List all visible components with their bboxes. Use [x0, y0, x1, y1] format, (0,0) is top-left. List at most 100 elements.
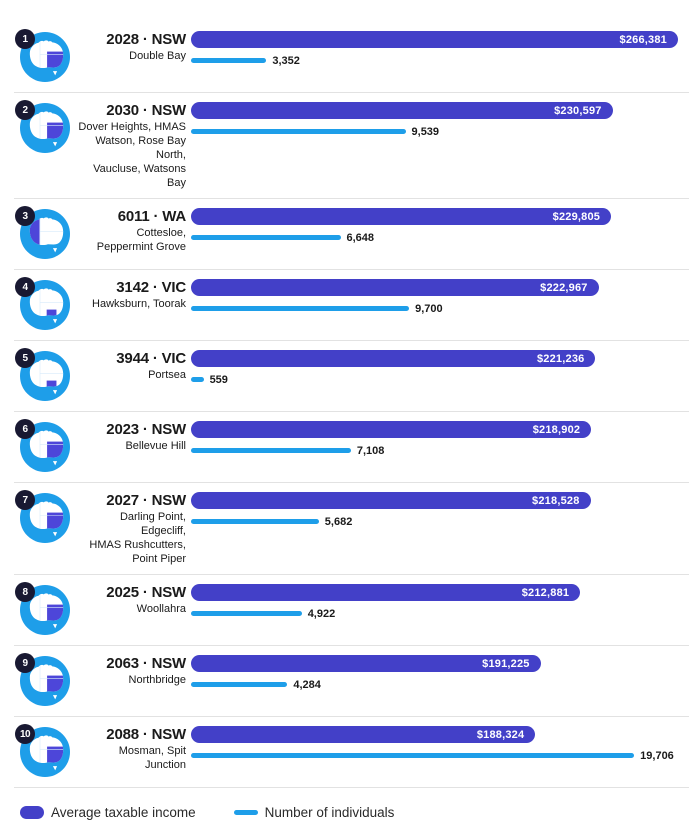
locality-line: Cottesloe,	[136, 227, 186, 239]
localities-label: Hawksburn, Toorak	[78, 297, 186, 311]
row-labels: 2028 · NSW Double Bay	[78, 30, 186, 63]
row-bars: $230,597 9,539	[191, 102, 678, 139]
individuals-bar	[191, 519, 319, 524]
postcode-label: 2088 · NSW	[106, 726, 186, 743]
localities-label: Darling Point, Edgecliff, HMAS Rushcutter…	[78, 510, 186, 566]
locality-line: Bellevue Hill	[125, 440, 186, 452]
rank-badge: 6	[15, 419, 35, 439]
locality-line: Point Piper	[132, 553, 186, 565]
row-bars: $221,236 559	[191, 350, 678, 387]
locality-line: Peppermint Grove	[96, 241, 186, 253]
income-bar: $188,324	[191, 726, 536, 743]
income-value-label: $230,597	[554, 104, 602, 117]
postcode-label: 2025 · NSW	[106, 584, 186, 601]
postcode-row: 7 2027 · NSW Darling Point, Edgecliff, HM…	[14, 483, 689, 575]
income-value-label: $218,902	[532, 423, 581, 436]
legend-individuals-label: Number of individuals	[264, 805, 395, 820]
row-labels: 2030 · NSW Dover Heights, HMAS Watson, Ro…	[78, 101, 186, 190]
locality-line: Vaucluse, Watsons Bay	[93, 163, 186, 189]
individuals-bar	[191, 448, 351, 453]
individuals-bar	[191, 306, 410, 311]
rank-number: 2	[22, 104, 28, 116]
individuals-value-label: 6,648	[346, 231, 375, 244]
individuals-value-label: 3,352	[272, 54, 300, 67]
postcode-row: 8 2025 · NSW Woollahra $212,881 4,922	[14, 575, 689, 646]
individuals-bar-row: 3,352	[191, 53, 678, 68]
rank-badge: 3	[15, 206, 35, 226]
locality-line: Portsea	[148, 369, 186, 381]
locality-line: Hawksburn, Toorak	[92, 298, 186, 310]
individuals-value-label: 4,284	[293, 678, 321, 691]
australia-map-icon: 9	[15, 653, 72, 708]
rank-number: 7	[22, 494, 28, 506]
row-labels: 3142 · VIC Hawksburn, Toorak	[78, 278, 186, 311]
locality-line: Darling Point, Edgecliff,	[119, 511, 186, 537]
income-bar: $266,381	[191, 31, 678, 48]
row-labels: 6011 · WA Cottesloe, Peppermint Grove	[78, 207, 186, 254]
income-value-label: $229,805	[552, 210, 601, 223]
australia-map-icon: 8	[15, 582, 72, 637]
australia-map-icon: 4	[15, 277, 72, 332]
rank-badge: 1	[15, 29, 35, 49]
postcode-label: 2023 · NSW	[106, 421, 186, 438]
australia-map-icon: 6	[15, 419, 72, 474]
postcode-row: 9 2063 · NSW Northbridge $191,225 4,284	[14, 646, 689, 717]
individuals-value-label: 5,682	[324, 515, 353, 528]
australia-map-icon: 5	[15, 348, 72, 403]
postcode-row: 1 2028 · NSW Double Bay $266,381 3,352	[14, 22, 689, 93]
rank-badge: 2	[15, 100, 35, 120]
locality-line: Mosman, Spit Junction	[118, 745, 186, 771]
localities-label: Dover Heights, HMAS Watson, Rose Bay Nort…	[78, 120, 186, 190]
rank-badge: 9	[15, 653, 35, 673]
legend-item-income: Average taxable income	[20, 805, 196, 820]
localities-label: Northbridge	[78, 673, 186, 687]
row-labels: 2088 · NSW Mosman, Spit Junction	[78, 725, 186, 772]
locality-line: Northbridge	[128, 674, 186, 686]
individuals-value-label: 559	[209, 373, 228, 386]
locality-line: Double Bay	[129, 50, 186, 62]
income-value-label: $222,967	[540, 281, 588, 294]
individuals-bar-row: 4,922	[191, 606, 678, 621]
income-bar: $218,902	[191, 421, 592, 438]
income-value-label: $266,381	[619, 33, 667, 46]
localities-label: Woollahra	[78, 602, 186, 616]
row-bars: $218,902 7,108	[191, 421, 678, 458]
income-bar: $222,967	[191, 279, 599, 296]
income-value-label: $188,324	[476, 728, 525, 741]
row-labels: 2025 · NSW Woollahra	[78, 583, 186, 616]
row-labels: 2027 · NSW Darling Point, Edgecliff, HMAS…	[78, 491, 186, 566]
row-labels: 2023 · NSW Bellevue Hill	[78, 420, 186, 453]
rank-badge: 7	[15, 490, 35, 510]
income-bar: $229,805	[191, 208, 612, 225]
individuals-bar-row: 19,706	[191, 748, 678, 763]
income-value-label: $218,528	[532, 494, 580, 507]
individuals-bar-row: 6,648	[191, 230, 678, 245]
rank-number: 1	[22, 33, 28, 45]
rank-number: 9	[22, 657, 28, 669]
locality-line: HMAS Rushcutters,	[89, 539, 186, 551]
rank-number: 8	[22, 586, 28, 598]
australia-map-icon: 10	[15, 724, 72, 779]
localities-label: Mosman, Spit Junction	[78, 744, 186, 772]
individuals-bar-row: 5,682	[191, 514, 678, 529]
postcode-row: 3 6011 · WA Cottesloe, Peppermint Grove $…	[14, 199, 689, 270]
individuals-bar-row: 9,539	[191, 124, 678, 139]
row-bars: $191,225 4,284	[191, 655, 678, 692]
row-labels: 3944 · VIC Portsea	[78, 349, 186, 382]
postcode-label: 3142 · VIC	[116, 279, 186, 296]
income-bar: $221,236	[191, 350, 596, 367]
income-bar: $191,225	[191, 655, 541, 672]
localities-label: Double Bay	[78, 49, 186, 63]
locality-line: Woollahra	[136, 603, 186, 615]
individuals-bar-swatch-icon	[233, 810, 258, 815]
row-bars: $266,381 3,352	[191, 31, 678, 68]
postcode-row: 2 2030 · NSW Dover Heights, HMAS Watson, …	[14, 93, 689, 199]
rank-badge: 5	[15, 348, 35, 368]
income-value-label: $212,881	[521, 586, 570, 599]
rank-number: 4	[22, 281, 28, 293]
postcode-label: 2030 · NSW	[106, 102, 186, 119]
rank-number: 3	[22, 210, 28, 222]
individuals-bar	[191, 682, 288, 687]
income-value-label: $191,225	[482, 657, 530, 670]
